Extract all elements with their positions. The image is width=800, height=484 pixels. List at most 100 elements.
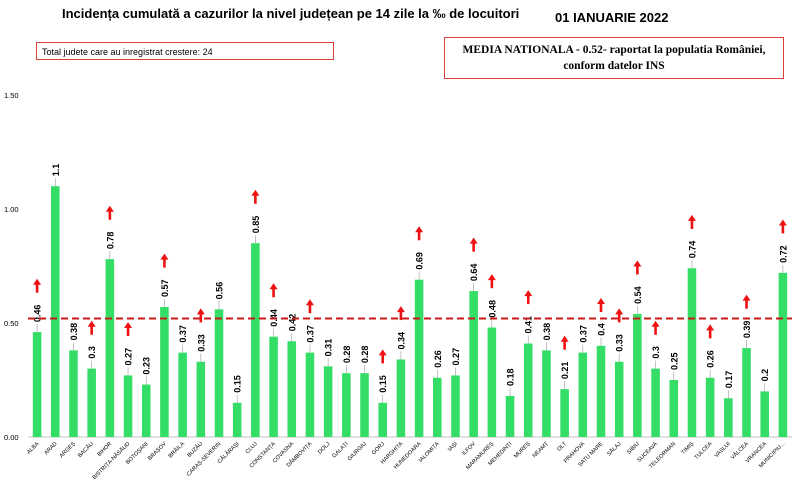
bar [487,327,497,437]
category-label: BRAȘOV [147,441,168,462]
bar [687,268,697,437]
bar [396,359,406,437]
increase-arrow-head [706,324,715,331]
category-label: NEAMȚ [532,441,550,459]
bar [560,389,569,437]
bar [778,272,788,437]
value-label: 0.15 [233,375,243,393]
bar [287,341,297,437]
value-label: 0.27 [451,348,461,366]
bar [742,348,751,437]
category-label: BRĂILA [167,440,186,459]
category-label: GIURGIU [347,441,368,462]
bar [669,380,679,437]
bar [378,402,387,437]
bar [269,336,278,437]
increase-arrow-head [33,278,42,285]
bar [542,350,551,437]
value-label: 0.33 [196,334,206,352]
value-label: 0.42 [287,314,297,332]
bar [232,402,242,437]
bar [141,384,151,437]
increase-arrow-head [415,226,424,233]
bar [214,309,224,437]
bar [342,373,351,437]
increase-arrow-head [560,335,569,342]
value-label: 0.64 [469,264,479,282]
bar [323,366,333,437]
increase-arrow-head [742,294,751,301]
value-label: 0.39 [742,321,752,339]
bar [305,352,315,437]
category-label: MUREȘ [513,441,532,460]
category-label: BIHOR [96,441,113,458]
category-label: SIBIU [626,441,641,456]
value-label: 0.18 [506,368,516,386]
value-label: 1.1 [51,164,61,177]
bar [451,375,460,437]
bar [469,291,478,437]
bar [705,377,715,437]
value-label: 0.3 [87,346,97,359]
value-label: 0.31 [324,339,334,357]
increase-count-box: Total judete care au inregistrat crester… [36,42,334,60]
increase-arrow-head [597,298,605,304]
bar [87,368,96,437]
value-label: 0.69 [415,252,425,270]
value-label: 0.85 [251,216,261,234]
value-label: 0.15 [378,375,388,393]
bar [160,307,169,437]
bar [51,186,60,437]
category-label: BACĂU [76,440,95,459]
value-label: 0.72 [778,245,788,263]
chart-title: Incidența cumulată a cazurilor la nivel … [62,6,520,21]
bar [578,352,588,437]
y-tick-label: 0.50 [4,319,19,328]
value-label: 0.28 [342,346,352,364]
bar [178,352,187,437]
bar [69,350,78,437]
y-tick-label: 0.00 [4,433,19,442]
value-label: 0.17 [724,371,734,389]
y-tick-label: 1.00 [4,205,19,214]
value-label: 0.25 [669,352,679,370]
category-label: ARGEȘ [59,441,77,459]
bar [523,343,533,437]
increase-arrow-head [269,283,278,290]
y-tick-label: 1.50 [4,91,19,100]
bar [596,345,606,437]
national-average-box: MEDIA NATIONALA - 0.52- raportat la popu… [444,37,784,79]
bar [651,368,660,437]
bar [360,373,369,437]
increase-arrow-head [305,299,314,306]
value-label: 0.26 [706,350,716,368]
increase-arrow-head [87,320,96,327]
value-label: 0.41 [524,316,534,334]
value-label: 0.57 [160,280,170,298]
bar [724,398,733,437]
category-label: BUZĂU [186,440,204,458]
value-label: 0.37 [578,325,588,343]
increase-arrow-head [615,308,624,315]
increase-arrow-head [396,306,405,313]
value-label: 0.56 [215,282,225,300]
increase-arrow-head [378,349,387,356]
value-label: 0.2 [760,369,770,382]
category-label: SĂLAJ [606,440,623,457]
value-label: 0.37 [305,325,315,343]
category-label: DOLJ [317,441,331,455]
bar [433,377,442,437]
category-label: OLT [556,441,568,453]
bar [123,375,133,437]
value-label: 0.23 [142,357,152,375]
category-label: GORJ [371,441,386,456]
category-label: ILFOV [461,441,477,457]
bar [196,361,206,437]
report-date: 01 IANUARIE 2022 [555,10,669,25]
value-label: 0.33 [615,334,625,352]
increase-arrow-head [251,189,260,196]
bar [251,243,260,437]
value-label: 0.48 [487,300,497,318]
bar [760,391,769,437]
increase-arrow-head [778,219,787,226]
